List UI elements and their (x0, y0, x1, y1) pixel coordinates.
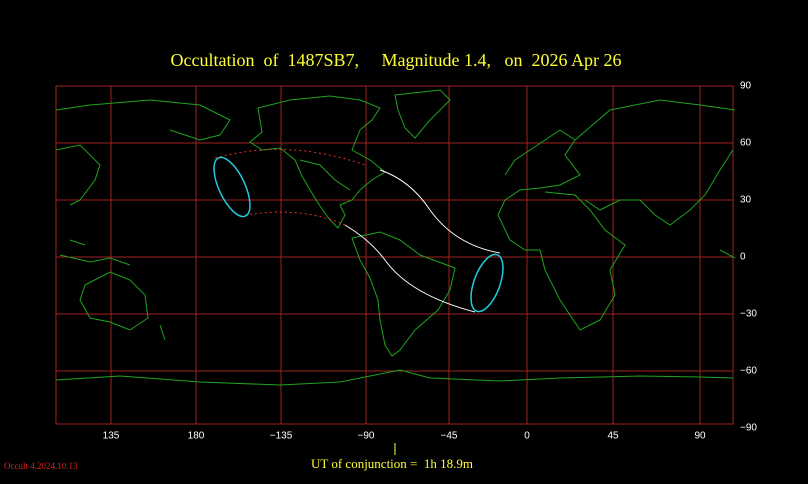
conjunction-time: UT of conjunction = 1h 18.9m (311, 456, 473, 471)
latitude-label: −90 (740, 423, 757, 434)
coastline (249, 95, 386, 229)
longitude-label: 0 (524, 431, 530, 442)
latitude-label: −30 (740, 309, 757, 320)
shadow-outline (213, 156, 251, 218)
coastline (299, 159, 351, 191)
coastline (59, 239, 736, 266)
shadow-outline (470, 253, 504, 313)
coastline (497, 129, 626, 331)
longitude-label: −135 (270, 431, 293, 442)
latitude-label: −60 (740, 366, 757, 377)
coastline (574, 99, 736, 226)
path-limit (344, 224, 476, 313)
coastline (394, 89, 451, 139)
occultation-path (213, 149, 504, 313)
latitude-label: 30 (740, 195, 752, 206)
coastline (55, 369, 734, 386)
latitude-label: 90 (740, 81, 752, 92)
coastline (55, 99, 231, 206)
version-label: Occult 4.2024.10.13 (4, 461, 78, 471)
path-limit (379, 169, 501, 254)
longitude-label: 180 (188, 431, 205, 442)
latitude-label: 60 (740, 138, 752, 149)
latitude-label: 0 (740, 252, 746, 263)
longitude-label: 135 (103, 431, 120, 442)
map-frame (55, 85, 734, 425)
longitude-label: 90 (694, 431, 706, 442)
coastline (79, 271, 149, 331)
longitude-label: 45 (607, 431, 619, 442)
coastline (159, 324, 166, 341)
coastlines (55, 89, 736, 386)
path-limit-dotted (239, 211, 346, 226)
longitude-label: −90 (358, 431, 375, 442)
map-title: Occultation of 1487SB7, Magnitude 1.4, o… (171, 50, 622, 70)
longitude-label: −45 (441, 431, 458, 442)
coastline (351, 231, 456, 357)
